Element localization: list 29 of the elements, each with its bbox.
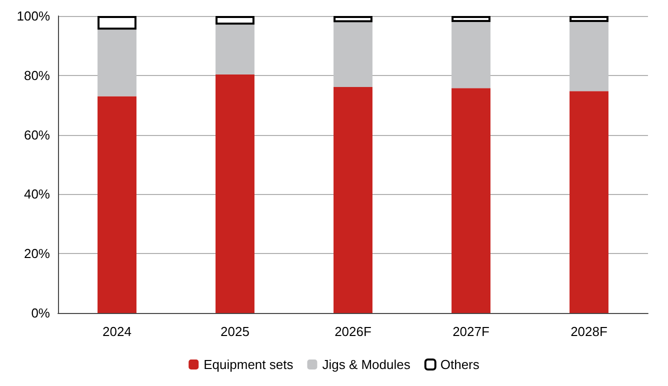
- y-tick-label: 60%: [24, 127, 50, 142]
- bar: [570, 16, 608, 22]
- bar: [216, 74, 254, 313]
- bar: [98, 30, 136, 96]
- y-tick-label: 80%: [24, 68, 50, 83]
- x-tick-label: 2026F: [334, 324, 372, 339]
- y-tick-label: 20%: [24, 246, 50, 262]
- legend-label: Jigs & Modules: [322, 357, 411, 372]
- y-tick-label: 100%: [16, 8, 50, 24]
- x-tick-label: 2028F: [570, 324, 608, 339]
- bar: [216, 16, 254, 25]
- legend-label: Equipment sets: [204, 357, 294, 372]
- bar: [570, 91, 608, 313]
- x-tick-label: 2025: [220, 324, 250, 339]
- bar: [452, 88, 490, 313]
- bar: [98, 16, 136, 30]
- bar: [452, 16, 490, 22]
- y-tick-label: 40%: [24, 186, 50, 202]
- x-tick-label: 2024: [102, 324, 132, 339]
- bar: [334, 16, 372, 22]
- bar: [452, 22, 490, 88]
- bar: [216, 24, 254, 75]
- bar: [98, 96, 136, 313]
- bar: [334, 22, 372, 87]
- y-tick-label: 0%: [31, 306, 50, 320]
- bar: [334, 86, 372, 313]
- bar: [570, 22, 608, 92]
- legend-label: Others: [440, 357, 480, 372]
- x-tick-label: 2027F: [452, 324, 490, 339]
